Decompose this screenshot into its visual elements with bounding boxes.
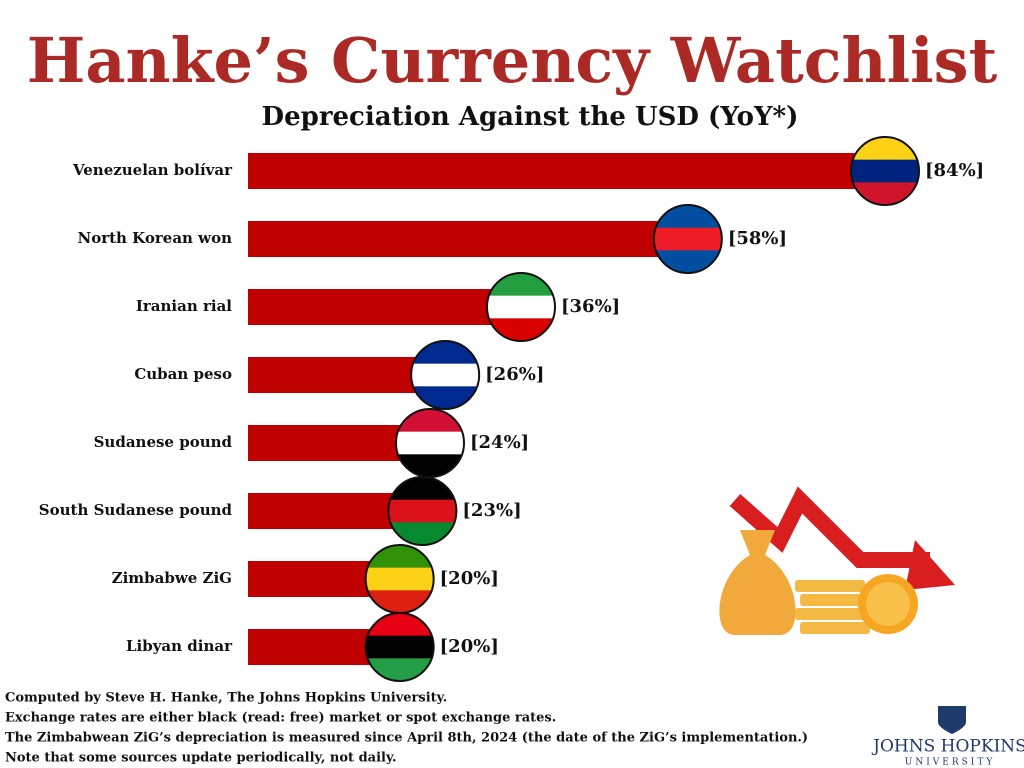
flag-stripe xyxy=(365,590,434,613)
footnote: Exchange rates are either black (read: f… xyxy=(5,711,556,726)
coin xyxy=(800,594,870,606)
category-label: Libyan dinar xyxy=(126,637,233,655)
flag-stripe xyxy=(388,477,457,501)
flag-stripe xyxy=(388,522,457,545)
value-label: [84%] xyxy=(925,160,984,181)
flag-stripe xyxy=(365,658,434,681)
flag-border xyxy=(850,136,920,206)
coin xyxy=(795,580,865,592)
flag xyxy=(388,477,457,545)
flag xyxy=(851,137,919,205)
category-label: South Sudanese pound xyxy=(39,501,233,519)
value-label: [36%] xyxy=(561,296,620,317)
coin xyxy=(800,622,870,634)
money-bag xyxy=(719,530,796,635)
arrow-head xyxy=(905,540,955,590)
category-label: Sudanese pound xyxy=(94,433,233,451)
flag-border xyxy=(486,272,556,342)
flag-border xyxy=(410,340,481,410)
value-label: [20%] xyxy=(440,568,499,589)
flag xyxy=(365,545,434,613)
value-label: [20%] xyxy=(440,636,499,657)
coin-face xyxy=(866,582,910,626)
flag-stripe xyxy=(365,635,434,660)
footnote: Note that some sources update periodical… xyxy=(5,751,397,766)
flag-stripe xyxy=(365,567,434,592)
money-illustration xyxy=(719,486,955,635)
bar xyxy=(248,289,521,325)
flag-border xyxy=(387,476,458,546)
shield xyxy=(938,706,966,734)
flag-stripe xyxy=(487,273,555,297)
flag xyxy=(396,409,464,477)
footnote: The Zimbabwean ZiG’s depreciation is mea… xyxy=(5,731,808,746)
footnote: Computed by Steve H. Hanke, The Johns Ho… xyxy=(5,691,447,706)
category-label: Cuban peso xyxy=(134,365,232,383)
flag-border xyxy=(652,204,723,274)
chart-title: Hanke’s Currency Watchlist xyxy=(27,24,998,97)
flag-stripe xyxy=(851,137,919,161)
chart-subtitle: Depreciation Against the USD (YoY*) xyxy=(262,102,799,132)
flag-stripe xyxy=(365,613,434,637)
flag-stripe xyxy=(851,182,919,205)
flag-stripe xyxy=(396,431,464,456)
flag-stripe xyxy=(653,205,722,229)
flag xyxy=(487,273,555,341)
value-label: [23%] xyxy=(462,500,521,521)
coin xyxy=(795,608,865,620)
flag-stripe xyxy=(396,454,464,477)
flag-stripe xyxy=(411,386,480,409)
flag-stripe xyxy=(653,250,722,273)
flag-stripe xyxy=(388,499,457,524)
flag-border xyxy=(364,612,435,682)
flag-stripe xyxy=(487,318,555,341)
down-arrow xyxy=(729,486,930,568)
flag-stripe xyxy=(411,341,480,365)
flag-stripe xyxy=(396,409,464,433)
flag-stripe xyxy=(653,227,722,252)
flag-stripe xyxy=(851,159,919,184)
category-label: Iranian rial xyxy=(136,297,232,315)
bar xyxy=(248,153,885,189)
flag-stripe xyxy=(487,295,555,320)
logo-name: JOHNS HOPKINS xyxy=(871,737,1024,757)
bar xyxy=(248,221,688,257)
flag xyxy=(365,613,434,681)
jhu-logo: JOHNS HOPKINS UNIVERSITY xyxy=(871,706,1024,768)
category-label: Zimbabwe ZiG xyxy=(112,569,232,587)
flag-stripe xyxy=(365,545,434,569)
value-label: [24%] xyxy=(470,432,529,453)
logo-sub: UNIVERSITY xyxy=(905,758,996,768)
flag xyxy=(411,341,480,409)
category-label: North Korean won xyxy=(77,229,232,247)
value-label: [58%] xyxy=(728,228,787,249)
category-label: Venezuelan bolívar xyxy=(72,161,233,179)
flag xyxy=(653,205,722,273)
flag-stripe xyxy=(411,363,480,388)
value-label: [26%] xyxy=(485,364,544,385)
